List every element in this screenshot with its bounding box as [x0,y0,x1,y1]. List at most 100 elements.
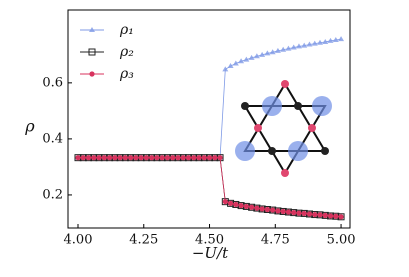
marker [248,54,255,60]
site [241,102,249,110]
marker [301,42,308,48]
site-large [288,141,308,161]
plot-frame [67,9,351,229]
site-large [235,141,255,161]
x-tick-label: 4.75 [261,233,290,248]
marker [312,211,318,218]
x-tick-label: 5.00 [327,233,356,248]
marker [159,155,165,161]
marker [227,63,234,69]
legend-marker [89,71,95,77]
marker [185,155,192,161]
series [74,154,345,221]
marker [274,47,281,53]
marker [91,155,97,161]
series-line [77,38,342,159]
marker [253,53,260,59]
marker [191,155,197,161]
marker [311,40,318,46]
marker [306,211,313,217]
marker [232,60,239,66]
legend-label: ρ₂ [119,44,134,60]
marker [112,155,118,161]
marker [222,66,229,72]
marker [243,56,250,62]
marker [180,155,186,161]
series [75,155,344,220]
marker [175,155,181,161]
x-tick-label: 4.50 [195,233,224,248]
marker [306,41,313,47]
marker [333,213,339,219]
marker [338,36,345,42]
legend-marker [88,48,96,56]
marker [269,49,276,55]
marker [295,43,302,49]
marker [264,50,271,56]
marker [264,206,270,213]
site [294,102,302,110]
legend-label: ρ₁ [119,22,134,38]
marker [270,207,276,213]
marker [296,210,302,216]
marker [317,39,324,45]
marker [222,199,228,205]
marker [117,155,123,161]
marker [227,200,234,206]
marker [254,205,260,211]
marker [280,208,286,215]
marker [80,155,86,161]
y-tick-label: 0.2 [42,187,63,202]
y-axis-label: ρ [24,117,35,136]
x-tick-label: 4.00 [64,233,93,248]
marker [212,155,218,161]
marker [164,155,171,161]
marker [259,206,265,212]
site-large [312,96,332,116]
site [321,147,329,155]
marker [128,155,134,161]
y-tick-label: 0.6 [42,75,63,90]
site [281,169,289,177]
marker [322,38,329,44]
x-axis-label: −U/t [192,244,229,262]
marker [317,212,323,218]
marker [327,213,334,219]
marker [285,209,292,215]
marker [217,155,223,161]
marker [301,210,307,217]
marker [285,45,292,51]
triangle-down [243,105,327,175]
marker [122,155,128,161]
site [254,124,262,132]
marker [154,155,160,161]
marker [75,155,81,161]
kagome-inset [235,80,332,177]
marker [249,204,255,210]
marker [201,155,207,161]
marker [243,203,249,210]
marker [338,214,344,220]
marker [96,155,102,161]
marker [332,36,339,42]
marker [170,155,176,161]
legend-marker [89,27,95,32]
site [268,147,276,155]
marker [196,155,202,161]
marker [101,155,107,161]
series-line [77,157,342,218]
marker [259,51,266,57]
marker [233,201,239,208]
triangle-up [243,82,327,152]
series-line [77,157,342,218]
site [281,80,289,88]
marker [327,37,334,43]
site-large [262,96,282,116]
y-tick-label: 0.4 [42,131,63,146]
x-tick-label: 4.25 [129,233,158,248]
marker [322,212,328,218]
legend-label: ρ₃ [119,66,134,82]
marker [275,208,281,214]
